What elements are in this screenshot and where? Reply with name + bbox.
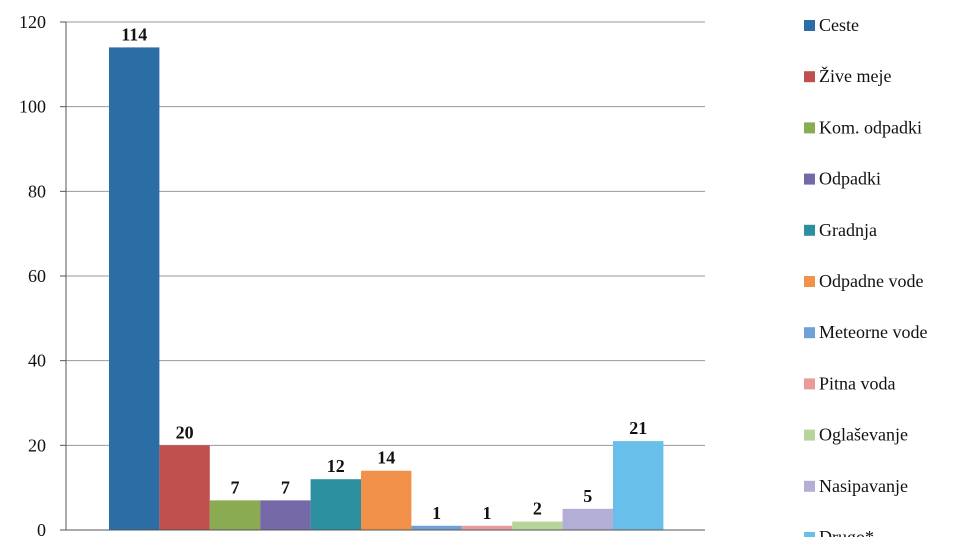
data-label: 7 <box>281 477 290 497</box>
bar-8 <box>512 521 563 530</box>
legend-swatch <box>804 276 815 287</box>
legend-label: Odpadki <box>819 169 881 189</box>
bars <box>109 47 664 531</box>
y-tick-label: 80 <box>28 181 46 201</box>
bar-1 <box>159 445 210 530</box>
y-tick-label: 20 <box>28 435 46 455</box>
legend-label: Nasipavanje <box>819 476 908 496</box>
legend-label: Žive meje <box>819 65 891 86</box>
data-label: 14 <box>377 448 395 468</box>
legend-swatch <box>804 122 815 134</box>
y-axis-ticks: 0 20 40 60 80 100 120 <box>19 12 46 537</box>
legend-swatch <box>804 173 815 185</box>
legend-label: Ceste <box>819 15 859 35</box>
y-tick-label: 100 <box>19 97 46 117</box>
legend-label: Kom. odpadki <box>819 117 922 137</box>
legend-label: Meteorne vode <box>819 322 927 342</box>
bar-3 <box>260 500 311 530</box>
bar-10 <box>613 441 664 530</box>
legend-swatch <box>804 532 815 537</box>
legend-swatch <box>804 480 815 492</box>
data-label: 114 <box>121 24 147 44</box>
data-label: 1 <box>432 503 441 523</box>
y-tick-label: 60 <box>28 266 46 286</box>
legend-swatch <box>804 71 815 83</box>
bar-2 <box>209 500 261 530</box>
bar-7 <box>461 525 513 530</box>
data-label: 21 <box>629 418 647 438</box>
data-label: 7 <box>231 477 240 497</box>
y-tick-label: 0 <box>37 520 46 537</box>
legend-label: Gradnja <box>819 220 877 240</box>
legend-swatch <box>804 20 815 31</box>
legend-swatch <box>804 429 815 441</box>
legend: Ceste Žive meje Kom. odpadki Odpadki Gradnja… <box>804 15 927 537</box>
bar-5 <box>361 470 412 530</box>
data-label: 1 <box>483 503 492 523</box>
legend-swatch <box>804 378 815 390</box>
data-label: 12 <box>327 456 345 476</box>
legend-label: Odpadne vode <box>819 271 923 291</box>
data-label: 2 <box>533 499 542 519</box>
bar-0 <box>109 47 160 531</box>
legend-swatch <box>804 327 815 339</box>
data-label: 5 <box>583 486 592 506</box>
legend-label: Oglaševanje <box>819 425 908 445</box>
y-tick-label: 120 <box>19 12 46 32</box>
legend-label: Drugo* <box>819 527 874 537</box>
axes <box>65 22 705 531</box>
data-label: 20 <box>176 422 194 442</box>
y-tick-label: 40 <box>28 351 46 371</box>
bar-9 <box>562 508 613 530</box>
legend-label: Pitna voda <box>819 373 896 393</box>
bar-6 <box>411 525 462 530</box>
bar-4 <box>310 479 361 530</box>
legend-swatch <box>804 224 815 236</box>
